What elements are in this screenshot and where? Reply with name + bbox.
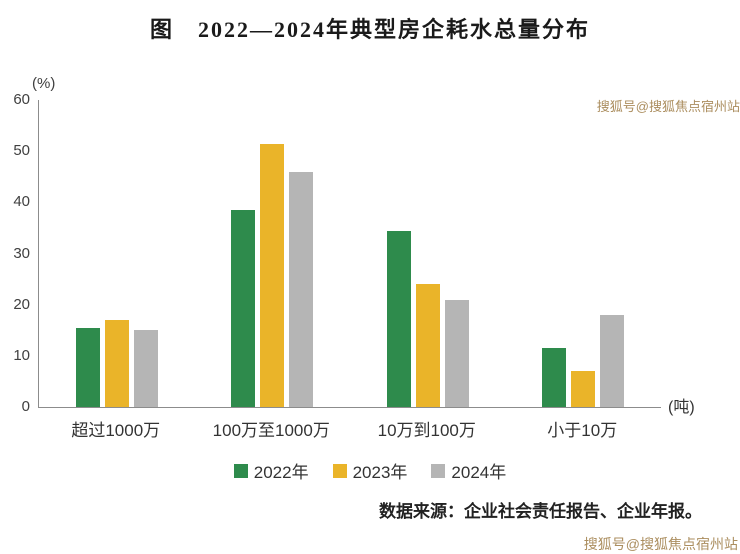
bar-2024年 [133, 330, 158, 407]
bar-2024年 [444, 299, 469, 407]
legend: 2022年 2023年 2024年 [0, 458, 740, 483]
bar-2023年 [415, 284, 440, 407]
watermark-bottom: 搜狐号@搜狐焦点宿州站 [583, 536, 738, 552]
bar-2022年 [386, 230, 411, 407]
legend-label: 2022年 [253, 463, 309, 482]
legend-swatch [431, 463, 446, 478]
y-tick-label: 0 [21, 398, 30, 415]
bar-2023年 [571, 371, 596, 407]
x-axis-category-label: 100万至1000万 [212, 421, 330, 440]
legend-item: 2024年 [431, 458, 506, 483]
x-axis-category-label: 小于10万 [547, 421, 618, 440]
legend-label: 2024年 [451, 463, 507, 482]
plot-area [38, 100, 661, 408]
x-axis-unit-label: (吨) [668, 399, 695, 416]
bar-group [195, 100, 351, 407]
y-axis-unit-label: (%) [32, 75, 56, 92]
x-axis-category-label: 10万到100万 [377, 421, 476, 440]
y-tick-label: 60 [13, 91, 30, 108]
bar-group [350, 100, 506, 407]
legend-label: 2023年 [352, 463, 408, 482]
legend-swatch [332, 463, 347, 478]
legend-item: 2023年 [332, 458, 408, 483]
bar-2022年 [231, 210, 256, 407]
x-axis-category-label: 超过1000万 [71, 421, 161, 440]
y-tick-label: 50 [13, 142, 30, 160]
y-tick-label: 10 [13, 346, 30, 364]
bar-2022年 [542, 348, 567, 407]
x-axis-labels: 超过1000万 100万至1000万 10万到100万 小于10万 [38, 416, 660, 441]
bar-group [506, 100, 662, 407]
y-tick-label: 40 [13, 193, 30, 211]
y-tick-label: 20 [13, 295, 30, 313]
chart-title: 图 2022—2024年典型房企耗水总量分布 [149, 17, 590, 42]
watermark-top: 搜狐号@搜狐焦点宿州站 [596, 99, 740, 114]
bar-2023年 [104, 320, 129, 407]
legend-item: 2022年 [233, 458, 309, 483]
source-note: 数据来源：企业社会责任报告、企业年报。 [379, 502, 702, 521]
bar-group [39, 100, 195, 407]
bar-2024年 [600, 314, 625, 407]
bar-2022年 [75, 327, 100, 407]
y-tick-label: 30 [13, 244, 30, 262]
bar-2024年 [289, 171, 314, 407]
bar-2023年 [260, 143, 285, 407]
legend-swatch [233, 463, 248, 478]
